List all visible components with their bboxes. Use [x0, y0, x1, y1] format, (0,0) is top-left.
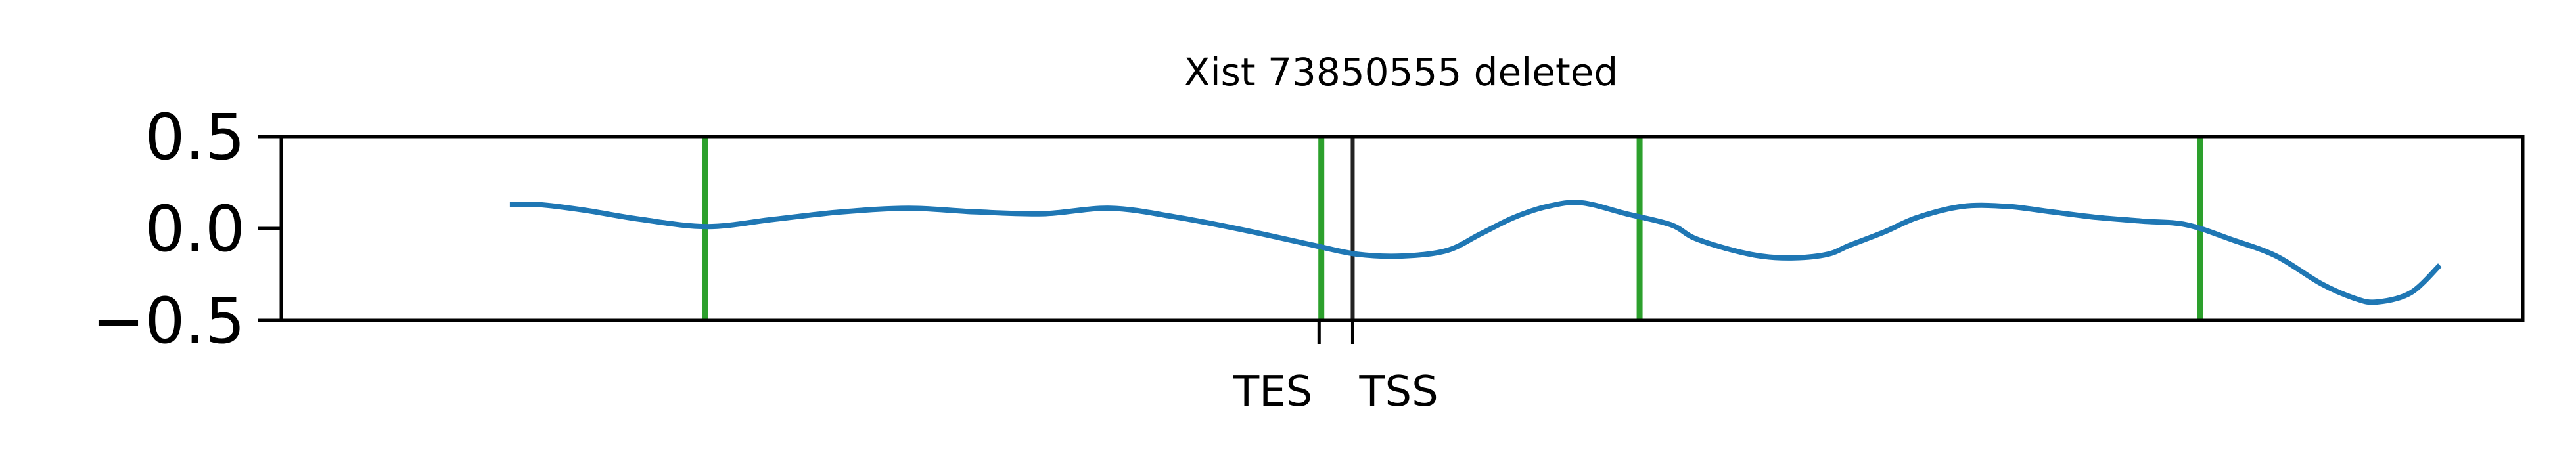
vertical-lines [702, 137, 2203, 320]
series-line-0 [509, 200, 2442, 305]
plot-frame [279, 135, 2525, 322]
x-axis: TES TSS [1233, 320, 1438, 416]
xtick-label-tss: TSS [1358, 368, 1438, 416]
ytick-label-1: 0.0 [145, 192, 245, 266]
y-axis: 0.5 0.0 −0.5 [92, 100, 281, 358]
xtick-label-tes: TES [1233, 368, 1312, 416]
series-group [509, 200, 2442, 305]
ytick-label-2: −0.5 [92, 284, 245, 358]
ytick-label-0: 0.5 [145, 100, 245, 174]
chart-title: Xist 73850555 deleted [1184, 50, 1618, 95]
